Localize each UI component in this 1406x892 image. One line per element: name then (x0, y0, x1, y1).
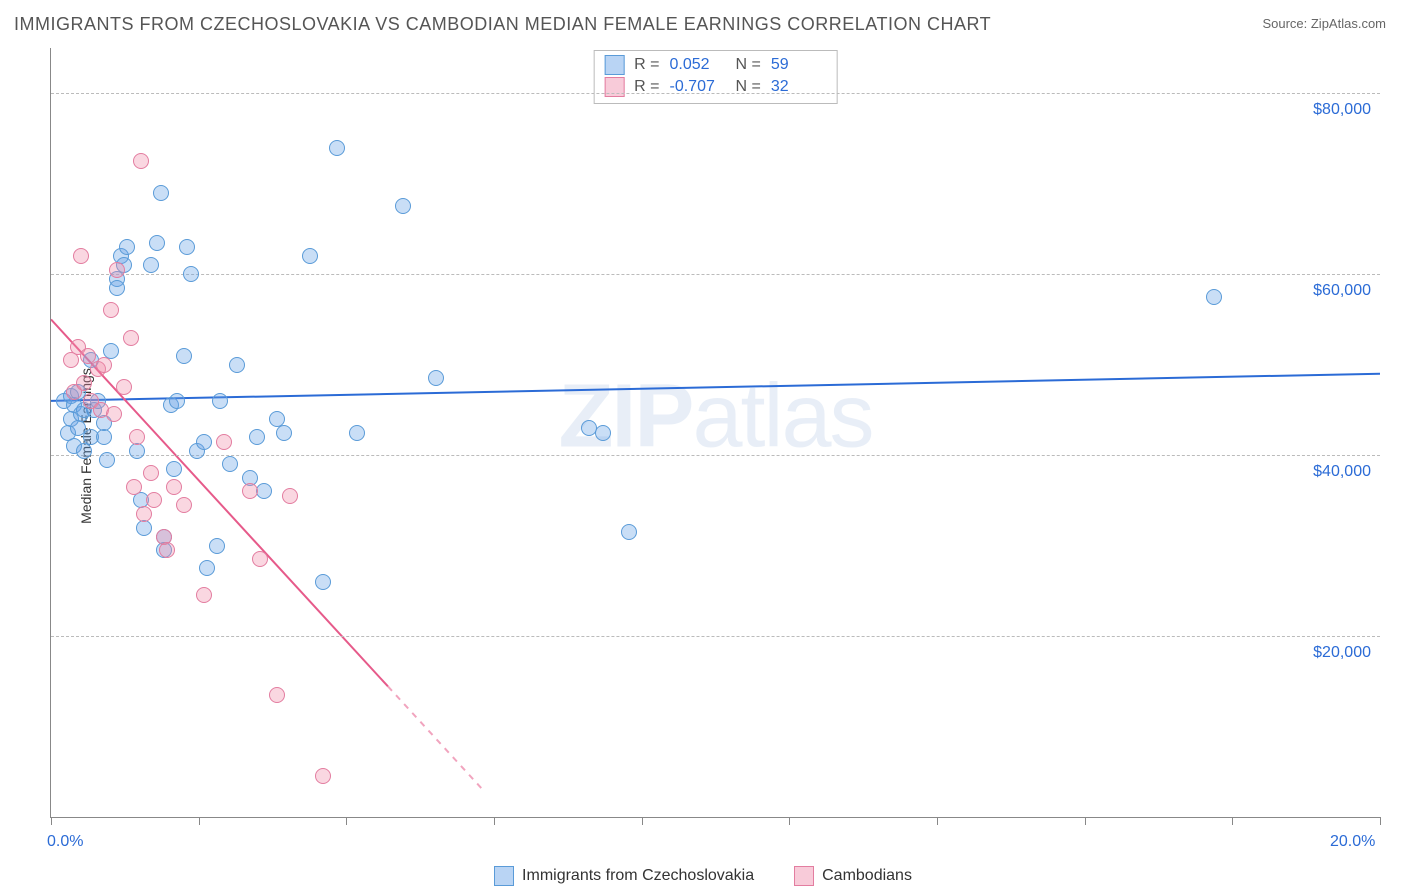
x-tick (199, 817, 200, 825)
chart-container: IMMIGRANTS FROM CZECHOSLOVAKIA VS CAMBOD… (0, 0, 1406, 892)
data-point-cambodian (252, 551, 268, 567)
r-label: R = (634, 56, 659, 74)
data-point-czech (99, 452, 115, 468)
data-point-czech (149, 235, 165, 251)
x-tick (789, 817, 790, 825)
data-point-czech (349, 425, 365, 441)
data-point-czech (119, 239, 135, 255)
data-point-cambodian (146, 492, 162, 508)
data-point-czech (395, 198, 411, 214)
legend-label-cambodian: Cambodians (822, 867, 912, 885)
data-point-cambodian (129, 429, 145, 445)
data-point-czech (169, 393, 185, 409)
data-point-cambodian (116, 379, 132, 395)
x-tick (1085, 817, 1086, 825)
stats-row-czech: R = 0.052 N = 59 (604, 54, 827, 76)
data-point-cambodian (96, 357, 112, 373)
data-point-czech (196, 434, 212, 450)
data-point-cambodian (76, 375, 92, 391)
r-value-czech: 0.052 (670, 56, 726, 74)
stats-row-cambodian: R = -0.707 N = 32 (604, 76, 827, 98)
x-tick (937, 817, 938, 825)
data-point-czech (229, 357, 245, 373)
data-point-cambodian (123, 330, 139, 346)
data-point-czech (329, 140, 345, 156)
data-point-czech (428, 370, 444, 386)
data-point-cambodian (73, 248, 89, 264)
x-tick (642, 817, 643, 825)
data-point-czech (176, 348, 192, 364)
legend-label-czech: Immigrants from Czechoslovakia (522, 867, 754, 885)
x-tick (346, 817, 347, 825)
data-point-cambodian (166, 479, 182, 495)
swatch-blue-icon (494, 866, 514, 886)
data-point-cambodian (269, 687, 285, 703)
data-point-czech (212, 393, 228, 409)
gridline (51, 93, 1380, 94)
x-tick-label: 0.0% (47, 833, 83, 851)
data-point-cambodian (109, 262, 125, 278)
swatch-blue-icon (604, 55, 624, 75)
data-point-czech (179, 239, 195, 255)
data-point-czech (249, 429, 265, 445)
x-tick (1380, 817, 1381, 825)
trendline-cambodian-dashed (388, 686, 483, 789)
data-point-cambodian (216, 434, 232, 450)
x-tick (1232, 817, 1233, 825)
data-point-czech (143, 257, 159, 273)
y-tick-label: $60,000 (1313, 282, 1383, 300)
stats-legend: R = 0.052 N = 59 R = -0.707 N = 32 (593, 50, 838, 104)
n-value-czech: 59 (771, 56, 827, 74)
y-tick-label: $80,000 (1313, 101, 1383, 119)
data-point-czech (621, 524, 637, 540)
chart-title: IMMIGRANTS FROM CZECHOSLOVAKIA VS CAMBOD… (14, 14, 991, 35)
trendline-czech (51, 374, 1380, 401)
data-point-czech (153, 185, 169, 201)
n-label: N = (736, 56, 761, 74)
swatch-pink-icon (794, 866, 814, 886)
gridline (51, 636, 1380, 637)
data-point-czech (209, 538, 225, 554)
data-point-czech (166, 461, 182, 477)
data-point-czech (302, 248, 318, 264)
data-point-cambodian (315, 768, 331, 784)
data-point-cambodian (242, 483, 258, 499)
gridline (51, 455, 1380, 456)
data-point-cambodian (159, 542, 175, 558)
data-point-cambodian (143, 465, 159, 481)
data-point-czech (595, 425, 611, 441)
source-attribution: Source: ZipAtlas.com (1262, 16, 1386, 31)
data-point-czech (315, 574, 331, 590)
data-point-cambodian (126, 479, 142, 495)
data-point-cambodian (136, 506, 152, 522)
watermark: ZIPatlas (558, 366, 872, 469)
legend-item-czech: Immigrants from Czechoslovakia (494, 866, 754, 886)
x-tick (51, 817, 52, 825)
data-point-czech (1206, 289, 1222, 305)
data-point-cambodian (103, 302, 119, 318)
data-point-cambodian (133, 153, 149, 169)
y-tick-label: $40,000 (1313, 463, 1383, 481)
data-point-cambodian (282, 488, 298, 504)
gridline (51, 274, 1380, 275)
x-tick-label: 20.0% (1330, 833, 1375, 851)
data-point-czech (199, 560, 215, 576)
x-tick (494, 817, 495, 825)
data-point-czech (109, 280, 125, 296)
data-point-cambodian (196, 587, 212, 603)
data-point-czech (183, 266, 199, 282)
bottom-legend: Immigrants from Czechoslovakia Cambodian… (0, 866, 1406, 886)
y-tick-label: $20,000 (1313, 644, 1383, 662)
legend-item-cambodian: Cambodians (794, 866, 912, 886)
data-point-cambodian (176, 497, 192, 513)
data-point-cambodian (106, 406, 122, 422)
plot-area: ZIPatlas R = 0.052 N = 59 R = -0.707 N =… (50, 48, 1380, 818)
data-point-czech (222, 456, 238, 472)
data-point-czech (276, 425, 292, 441)
